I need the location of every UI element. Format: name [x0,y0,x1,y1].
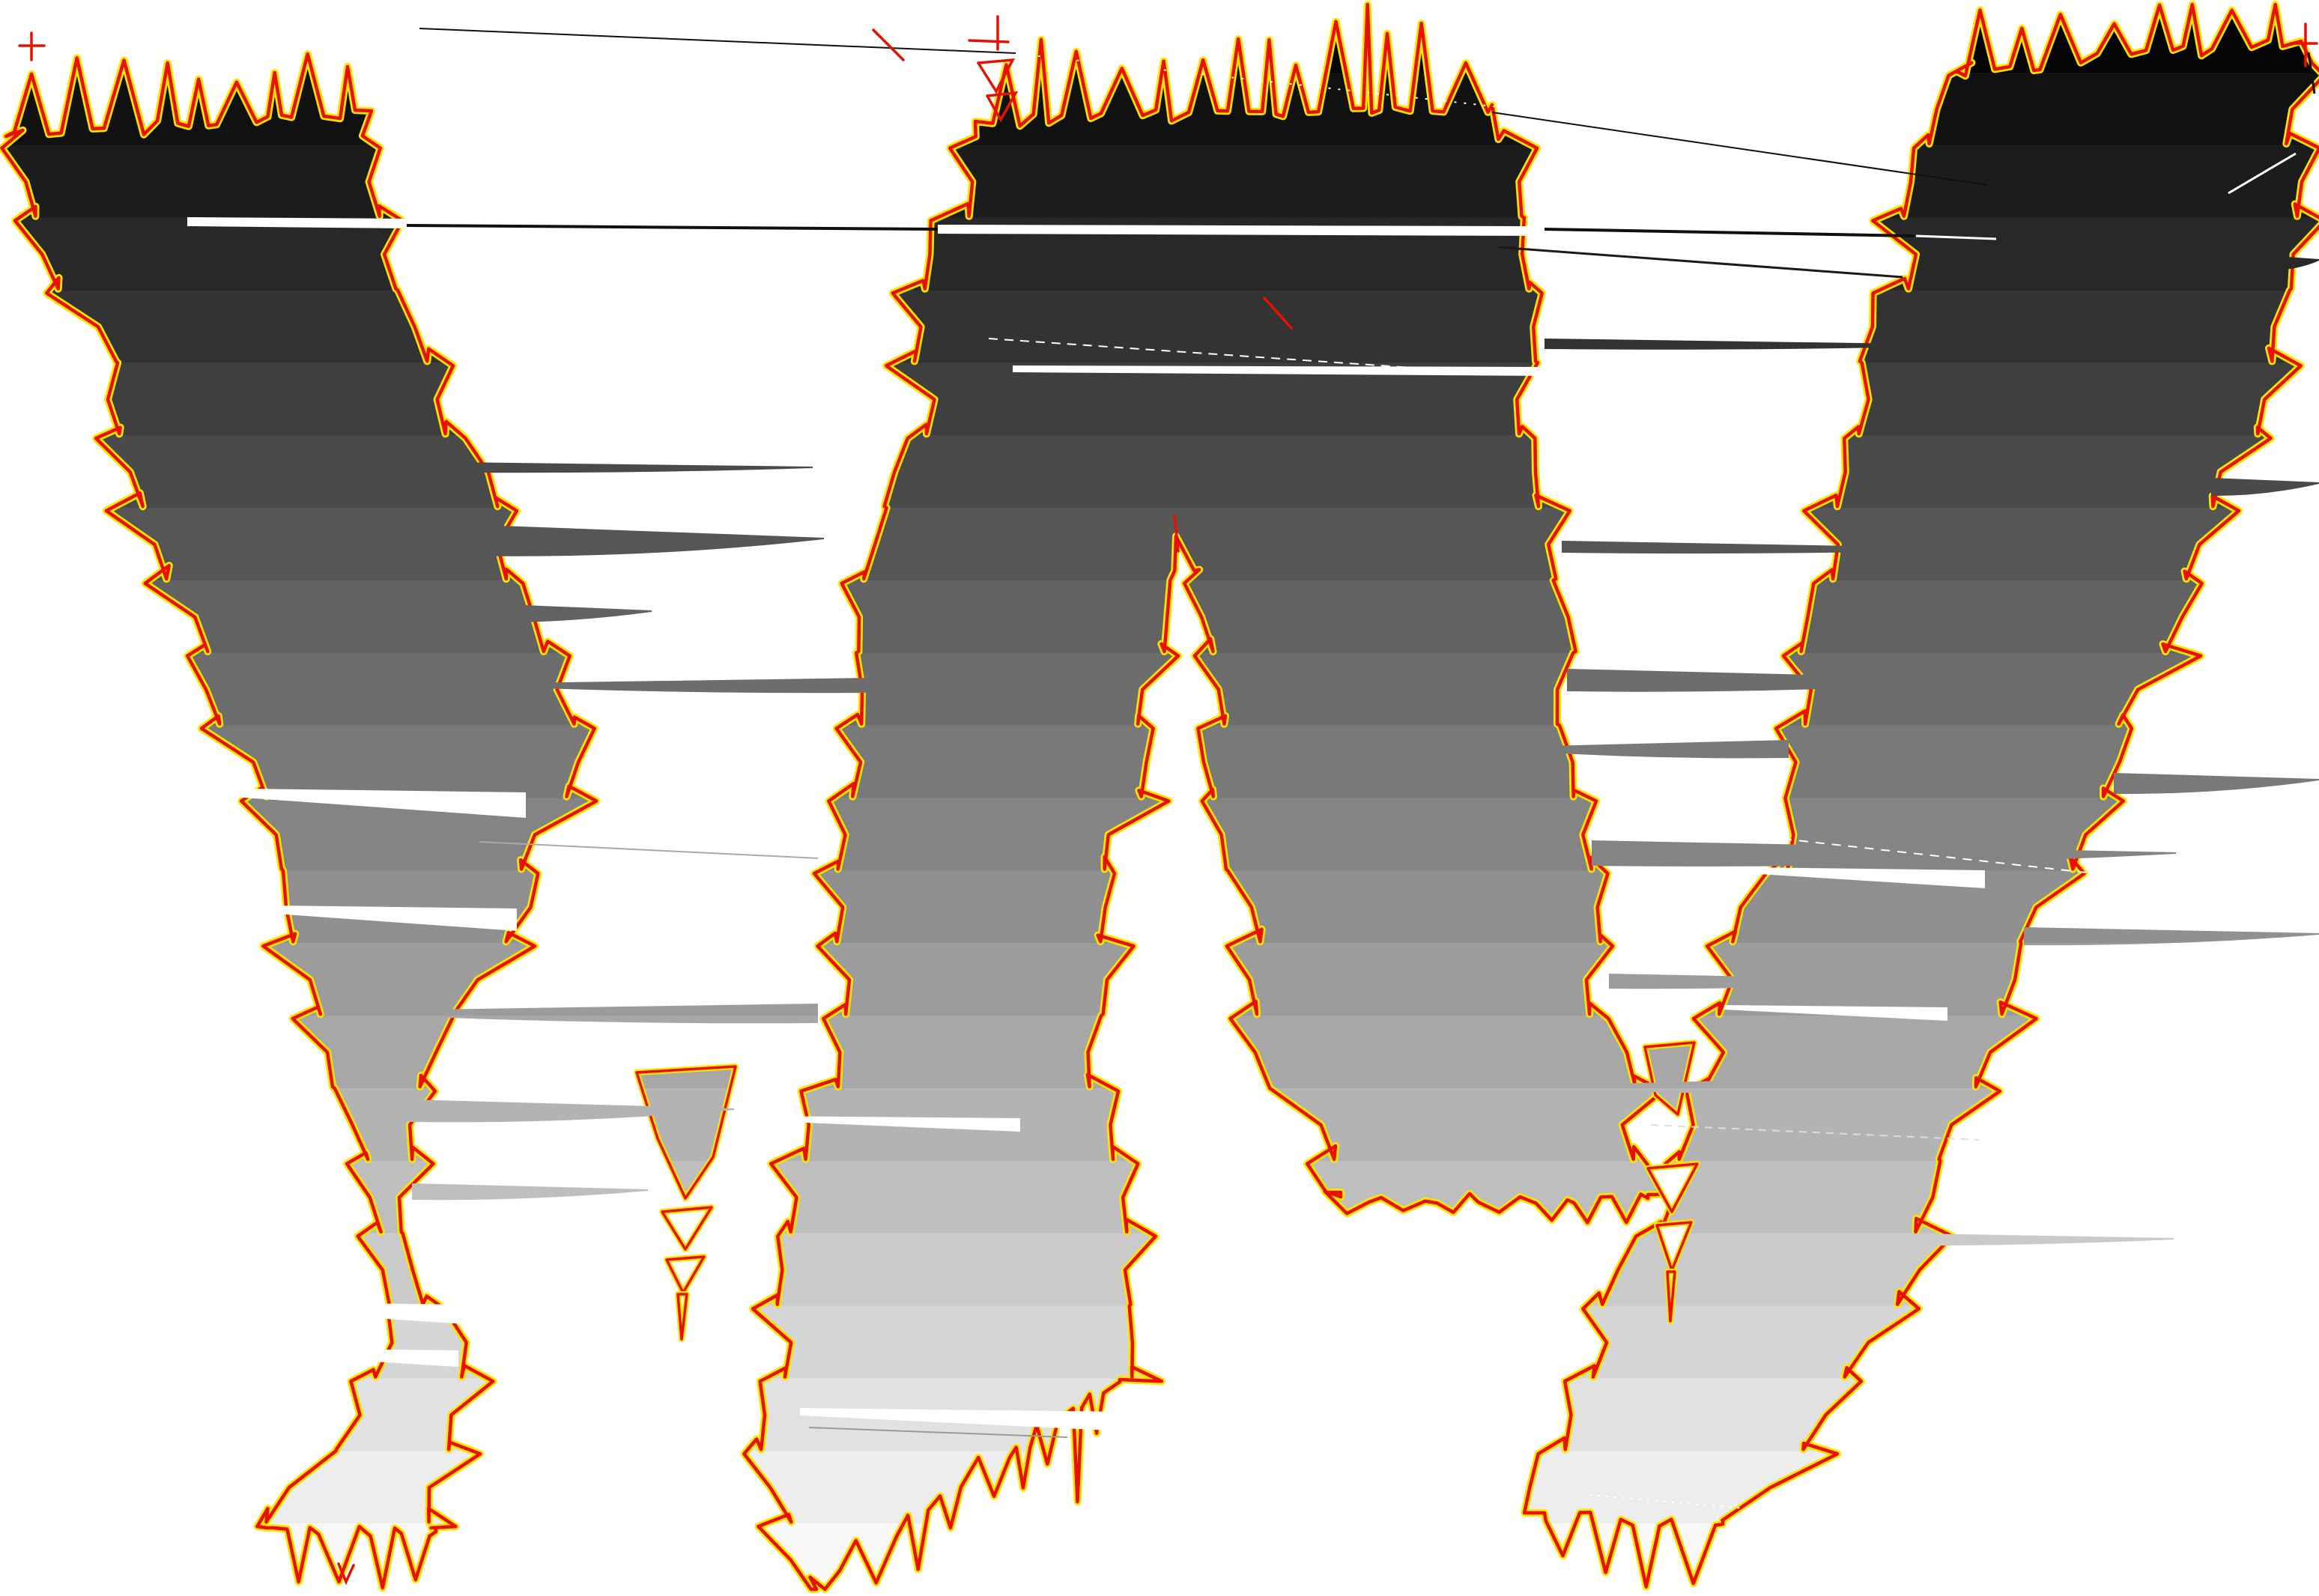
white-shear-wedges [187,217,1985,1431]
gray-shear-wedges [326,256,2319,1246]
right-leg [1521,1,2319,1591]
red-glitch-marks [18,15,2318,1586]
stray-scan-lines [406,28,2316,1511]
middle-mass [740,1,1670,1593]
left-leg [0,50,601,1592]
fragment-shards [634,1040,1700,1342]
